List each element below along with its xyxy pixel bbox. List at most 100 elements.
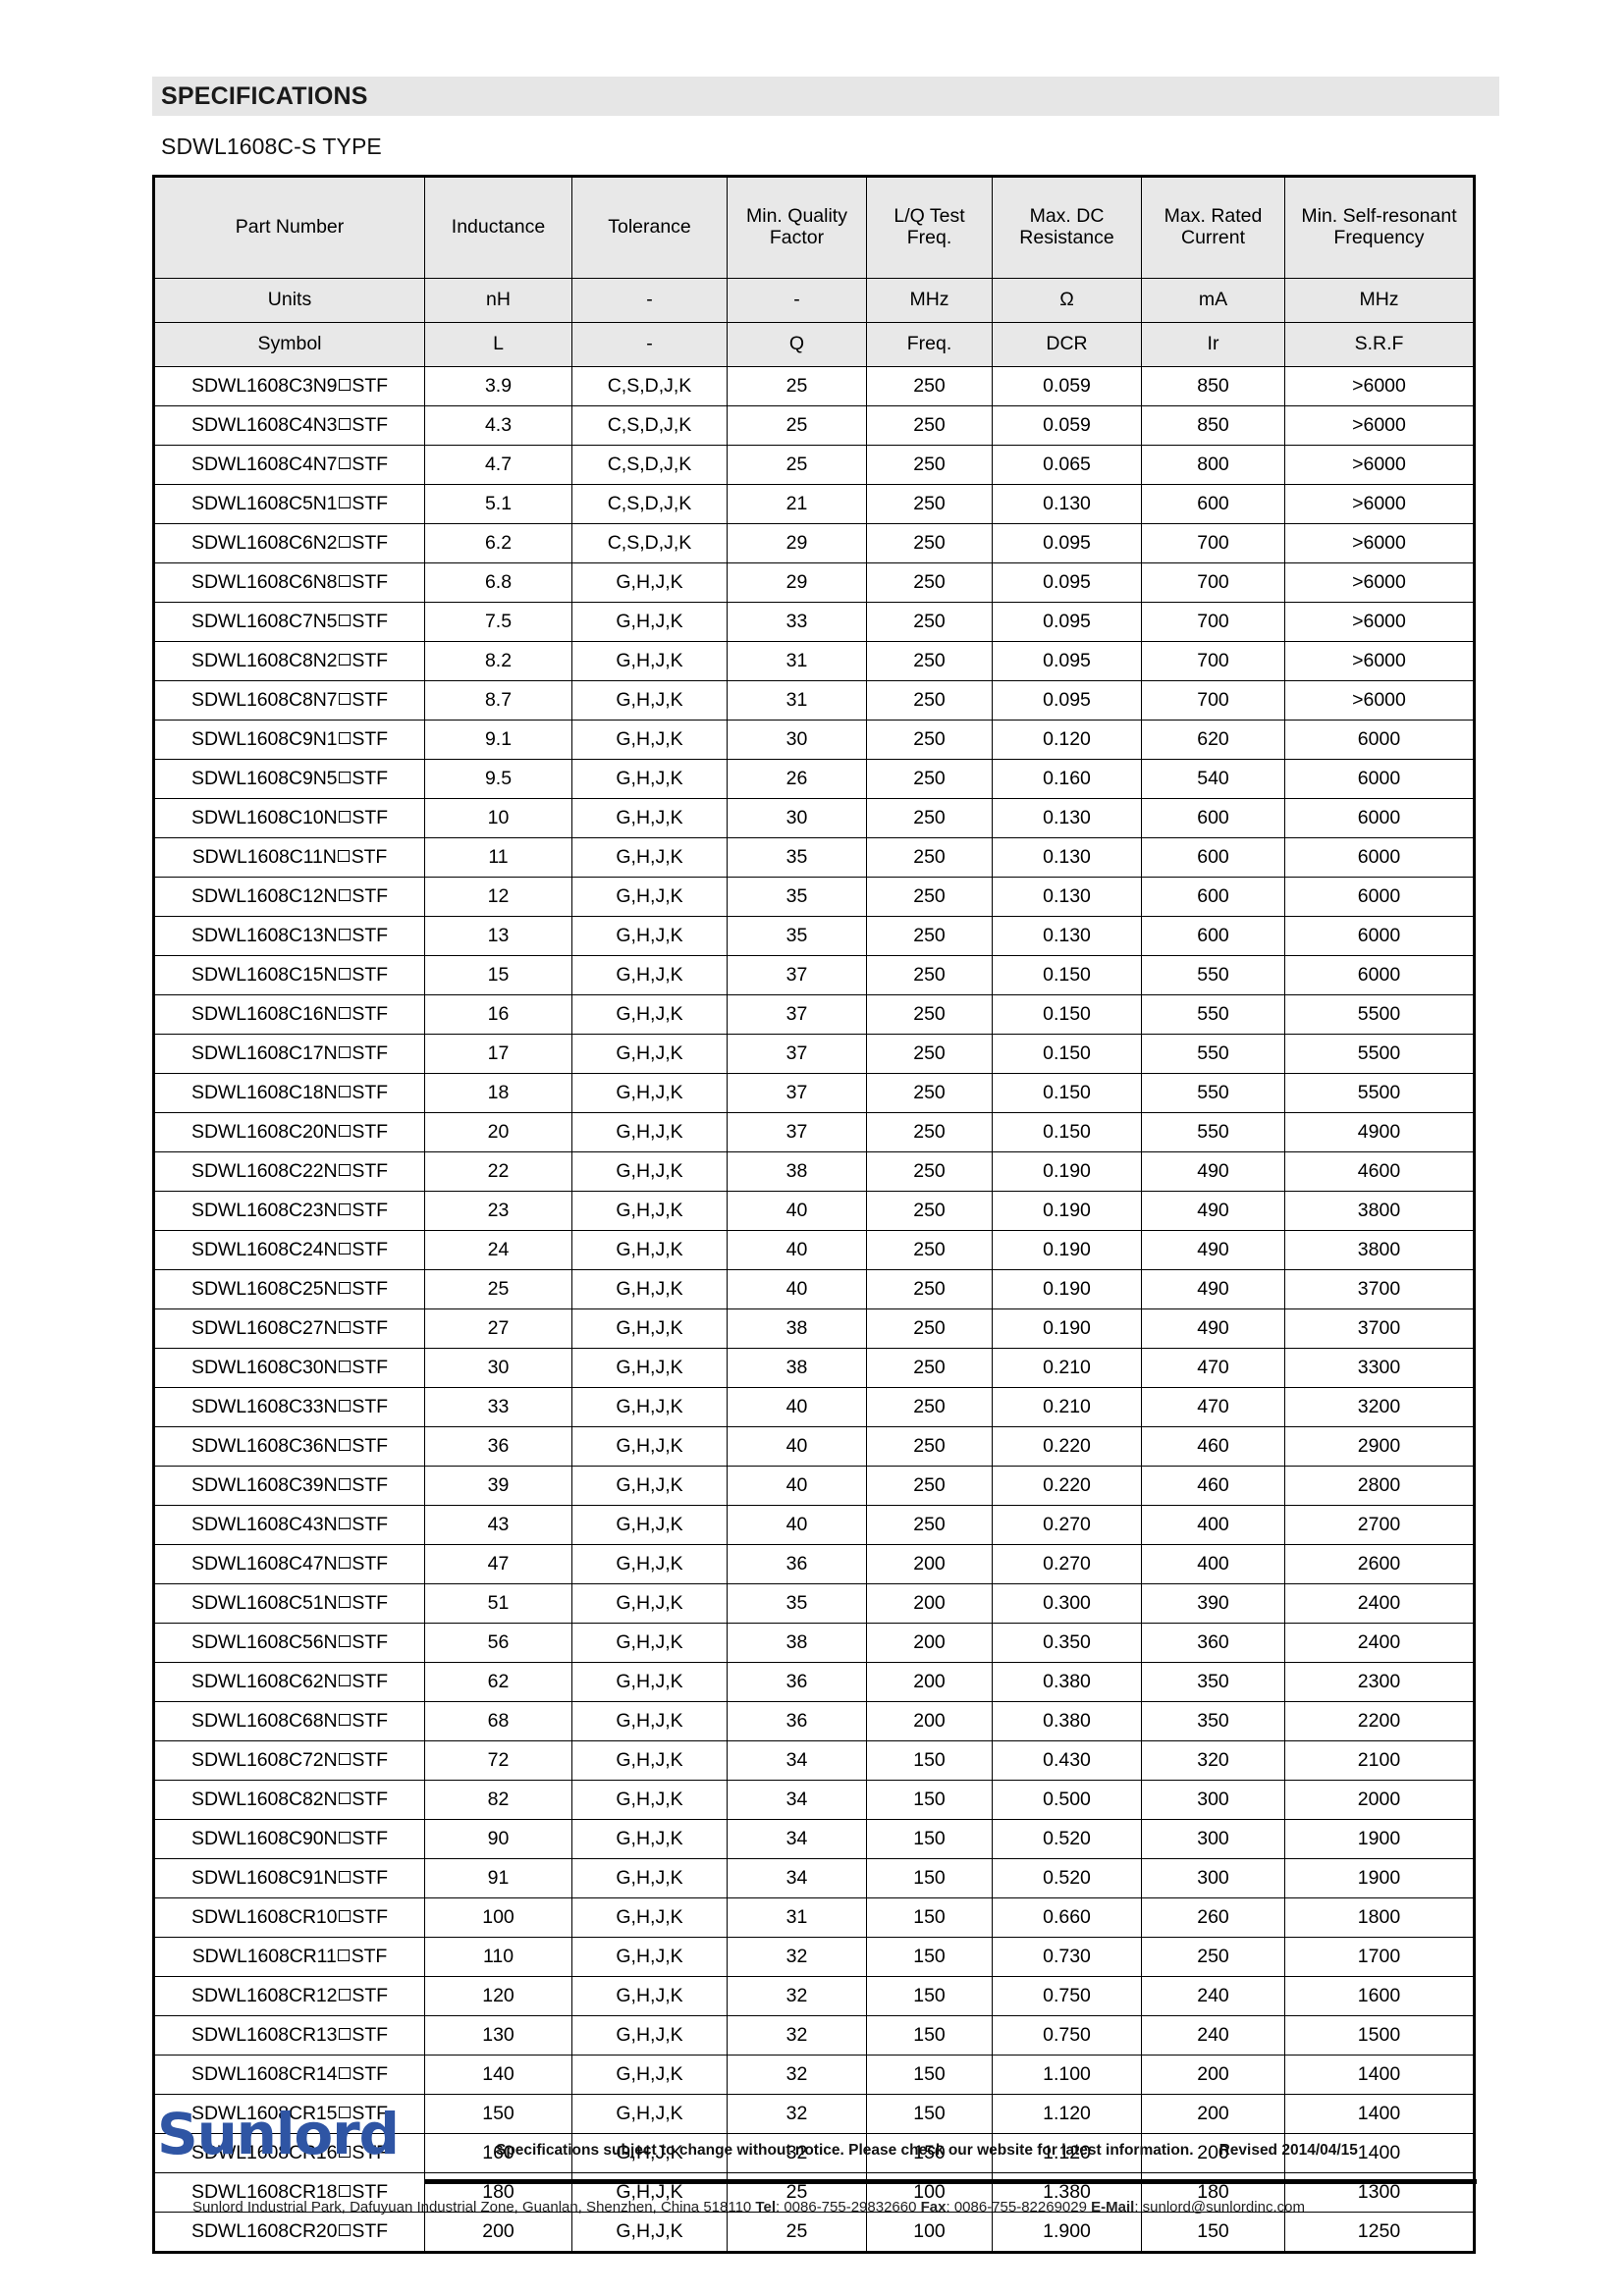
part-number-prefix: SDWL1608C5N1 [191, 492, 338, 514]
part-number-suffix: STF [351, 1945, 388, 1967]
tolerance-placeholder-box-icon [338, 2066, 351, 2079]
cell-rated-current: 360 [1141, 1623, 1285, 1663]
cell-part-number: SDWL1608C18N STF [153, 1073, 425, 1113]
table-row: SDWL1608C47N STF 47 G,H,J,K 36 200 0.270 400 260… [153, 1544, 1475, 1584]
cell-self-resonant-frequency: 4900 [1284, 1112, 1475, 1152]
tolerance-placeholder-box-icon [338, 731, 351, 744]
table-row: SDWL1608CR14 STF 140 G,H,J,K 32 150 1.100 200 14… [153, 2055, 1475, 2095]
cell-tolerance: G,H,J,K [571, 1426, 728, 1467]
cell-test-frequency: 250 [866, 837, 993, 878]
table-row: SDWL1608C72N STF 72 G,H,J,K 34 150 0.430 320 210… [153, 1740, 1475, 1781]
tolerance-placeholder-box-icon [338, 1320, 351, 1333]
tolerance-placeholder-box-icon [338, 1517, 351, 1529]
cell-self-resonant-frequency: 2700 [1284, 1505, 1475, 1545]
tolerance-placeholder-box-icon [338, 692, 351, 705]
symbol-tolerance: - [571, 322, 728, 367]
cell-inductance: 110 [424, 1937, 572, 1977]
cell-test-frequency: 150 [866, 1976, 993, 2016]
cell-dc-resistance: 0.095 [992, 523, 1142, 563]
cell-inductance: 82 [424, 1780, 572, 1820]
cell-test-frequency: 250 [866, 1308, 993, 1349]
table-row: SDWL1608C27N STF 27 G,H,J,K 38 250 0.190 490 370… [153, 1308, 1475, 1349]
part-number-prefix: SDWL1608C47N [191, 1552, 338, 1575]
part-number-prefix: SDWL1608C82N [191, 1788, 338, 1810]
cell-dc-resistance: 1.120 [992, 2133, 1142, 2173]
table-row: SDWL1608C9N5 STF 9.5 G,H,J,K 26 250 0.160 540 60… [153, 759, 1475, 799]
cell-part-number: SDWL1608C8N2 STF [153, 641, 425, 681]
cell-inductance: 72 [424, 1740, 572, 1781]
table-row: SDWL1608C23N STF 23 G,H,J,K 40 250 0.190 490 380… [153, 1191, 1475, 1231]
tolerance-placeholder-box-icon [338, 496, 351, 508]
cell-dc-resistance: 0.095 [992, 602, 1142, 642]
part-number-prefix: SDWL1608C8N7 [191, 688, 338, 711]
part-number-prefix: SDWL1608C25N [191, 1277, 338, 1300]
cell-dc-resistance: 0.190 [992, 1230, 1142, 1270]
cell-test-frequency: 150 [866, 1740, 993, 1781]
column-header-lq-test-freq: L/Q Test Freq. [866, 176, 993, 279]
cell-part-number: SDWL1608CR10 STF [153, 1897, 425, 1938]
cell-inductance: 10 [424, 798, 572, 838]
part-number-suffix: STF [351, 845, 388, 868]
part-number-prefix: SDWL1608C6N8 [191, 570, 338, 593]
cell-inductance: 100 [424, 1897, 572, 1938]
tolerance-placeholder-box-icon [338, 1124, 351, 1137]
part-number-suffix: STF [352, 492, 388, 514]
tolerance-placeholder-box-icon [338, 1242, 351, 1255]
cell-inductance: 15 [424, 955, 572, 995]
part-number-suffix: STF [352, 1670, 388, 1692]
cell-dc-resistance: 0.150 [992, 1073, 1142, 1113]
cell-part-number: SDWL1608C17N STF [153, 1034, 425, 1074]
tolerance-placeholder-box-icon [338, 967, 351, 980]
cell-inductance: 68 [424, 1701, 572, 1741]
cell-part-number: SDWL1608C30N STF [153, 1348, 425, 1388]
table-row: SDWL1608C13N STF 13 G,H,J,K 35 250 0.130 600 600… [153, 916, 1475, 956]
cell-self-resonant-frequency: 2900 [1284, 1426, 1475, 1467]
cell-rated-current: 490 [1141, 1269, 1285, 1309]
cell-part-number: SDWL1608C3N9 STF [153, 366, 425, 406]
column-header-tolerance: Tolerance [571, 176, 728, 279]
cell-part-number: SDWL1608CR12 STF [153, 1976, 425, 2016]
cell-part-number: SDWL1608CR15 STF [153, 2094, 425, 2134]
part-number-suffix: STF [352, 1041, 388, 1064]
table-row: SDWL1608C90N STF 90 G,H,J,K 34 150 0.520 300 190… [153, 1819, 1475, 1859]
units-test-freq: MHz [866, 278, 993, 323]
part-number-suffix: STF [352, 688, 388, 711]
part-number-suffix: STF [352, 1552, 388, 1575]
cell-rated-current: 540 [1141, 759, 1285, 799]
cell-quality-factor: 38 [727, 1151, 867, 1192]
cell-dc-resistance: 0.130 [992, 484, 1142, 524]
table-row: SDWL1608C24N STF 24 G,H,J,K 40 250 0.190 490 380… [153, 1230, 1475, 1270]
tolerance-placeholder-box-icon [338, 928, 351, 940]
cell-quality-factor: 38 [727, 1348, 867, 1388]
cell-test-frequency: 250 [866, 1348, 993, 1388]
tolerance-placeholder-box-icon [338, 2184, 351, 2197]
tolerance-placeholder-box-icon [338, 1949, 351, 1961]
cell-test-frequency: 250 [866, 405, 993, 446]
cell-test-frequency: 250 [866, 562, 993, 603]
cell-quality-factor: 40 [727, 1505, 867, 1545]
part-number-prefix: SDWL1608C9N1 [191, 727, 338, 750]
column-header-part-number: Part Number [153, 176, 425, 279]
specifications-table-wrapper: Part Number Inductance Tolerance Min. Qu… [152, 175, 1476, 2254]
cell-quality-factor: 35 [727, 877, 867, 917]
cell-tolerance: G,H,J,K [571, 2015, 728, 2056]
table-row: SDWL1608CR11 STF 110 G,H,J,K 32 150 0.730 250 17… [153, 1937, 1475, 1977]
cell-part-number: SDWL1608C33N STF [153, 1387, 425, 1427]
cell-dc-resistance: 0.065 [992, 445, 1142, 485]
table-row: SDWL1608CR12 STF 120 G,H,J,K 32 150 0.750 240 16… [153, 1976, 1475, 2016]
cell-self-resonant-frequency: 2400 [1284, 1583, 1475, 1624]
cell-part-number: SDWL1608C23N STF [153, 1191, 425, 1231]
part-number-suffix: STF [352, 1788, 388, 1810]
part-number-suffix: STF [352, 1905, 388, 1928]
part-number-prefix: SDWL1608C18N [191, 1081, 338, 1103]
tolerance-placeholder-box-icon [338, 1281, 351, 1294]
cell-tolerance: G,H,J,K [571, 1308, 728, 1349]
cell-tolerance: G,H,J,K [571, 602, 728, 642]
part-number-prefix: SDWL1608C33N [191, 1395, 338, 1417]
footer-divider [424, 2179, 1477, 2184]
table-row: SDWL1608C25N STF 25 G,H,J,K 40 250 0.190 490 370… [153, 1269, 1475, 1309]
column-header-min-quality-factor: Min. Quality Factor [727, 176, 867, 279]
part-number-suffix: STF [352, 1159, 388, 1182]
cell-rated-current: 400 [1141, 1544, 1285, 1584]
cell-inductance: 7.5 [424, 602, 572, 642]
